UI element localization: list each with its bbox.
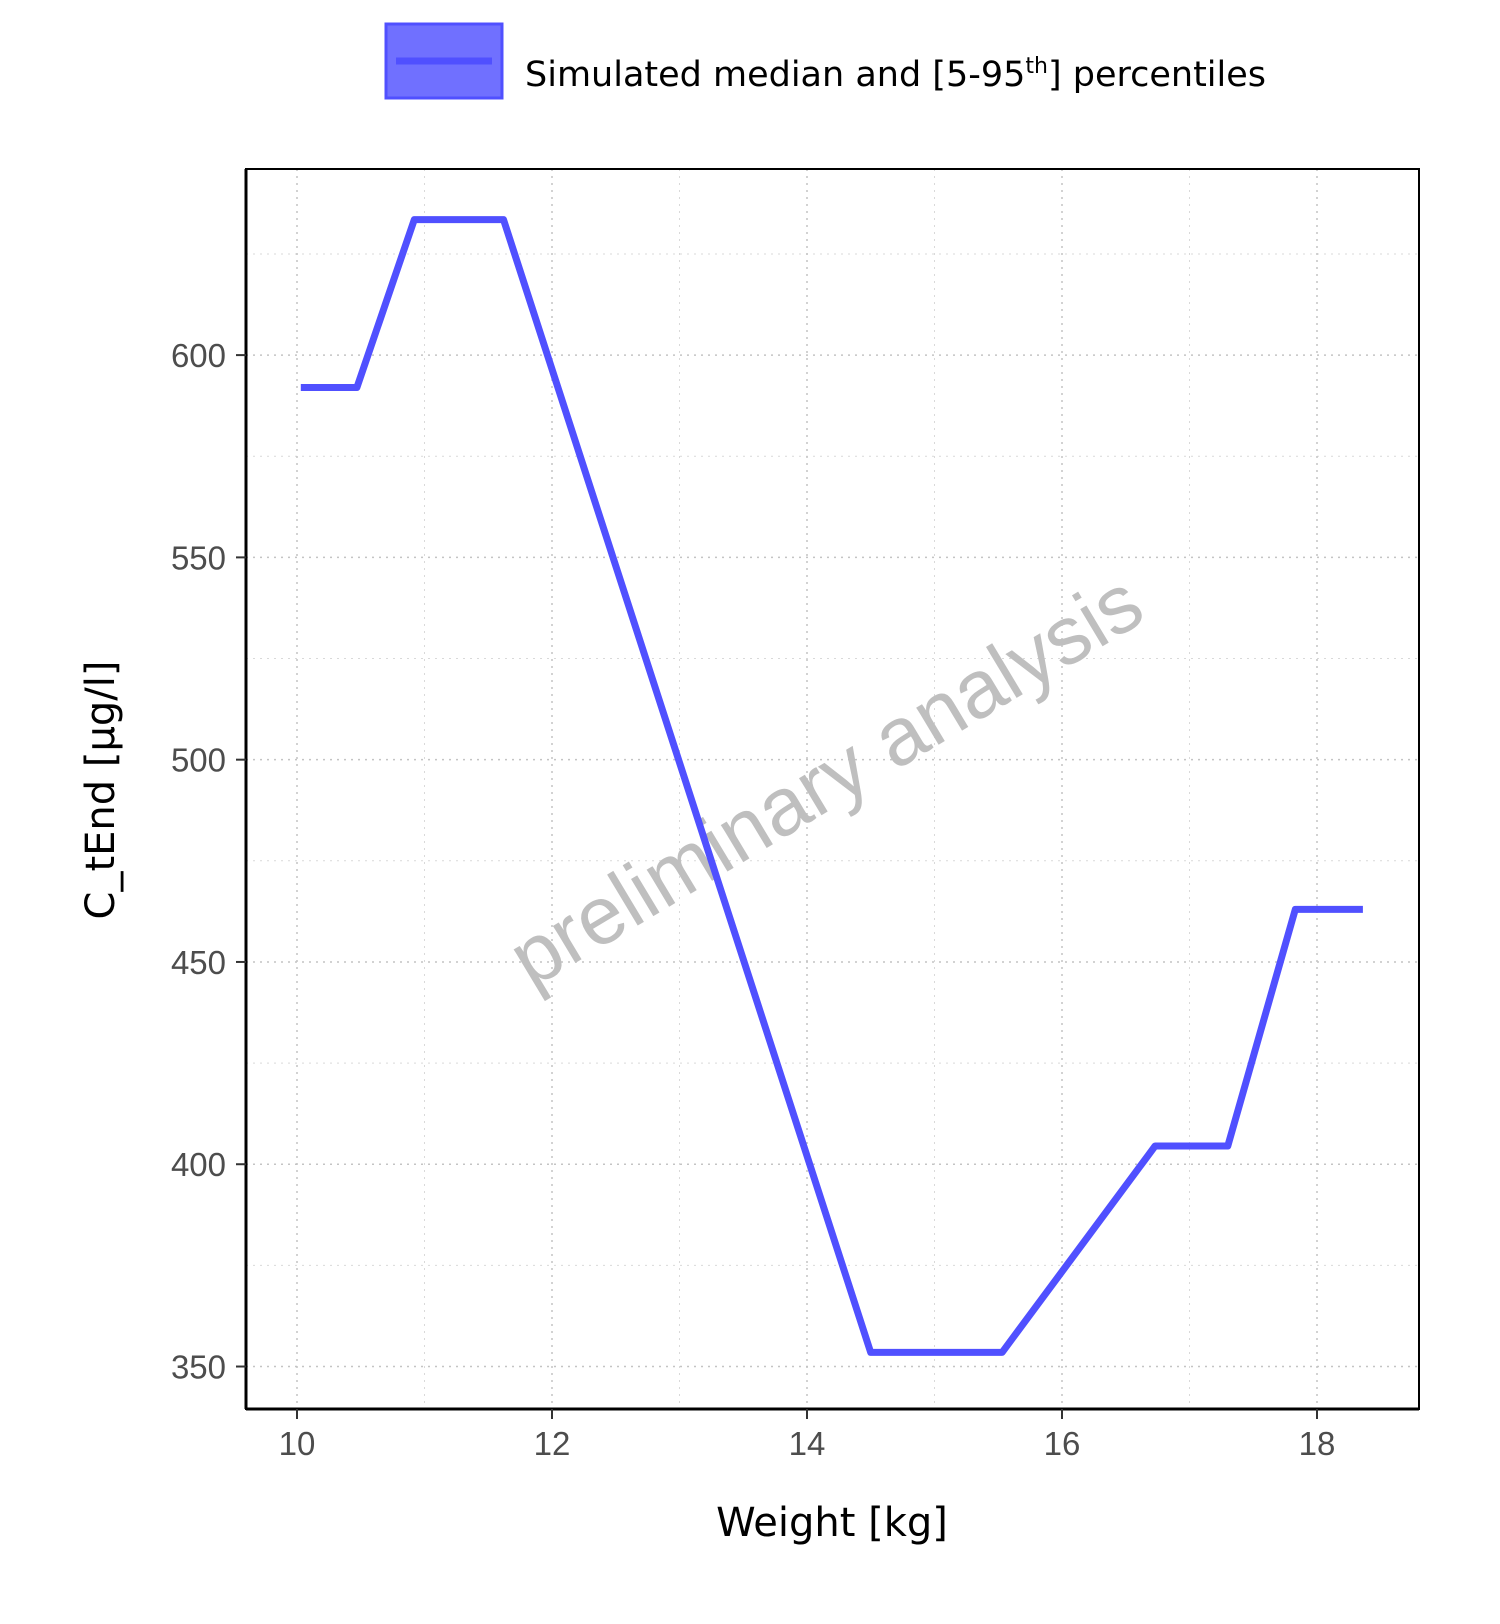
y-axis-title: C_tEnd [µg/l] bbox=[78, 661, 124, 920]
legend-label: Simulated median and [5-95th] percentile… bbox=[525, 54, 1266, 95]
series-line-median bbox=[300, 216, 1363, 1356]
y-tick-label: 400 bbox=[171, 1146, 226, 1183]
plot-panel bbox=[246, 169, 1419, 1409]
y-axis-ticks: 350 400 450 500 550 600 bbox=[171, 337, 246, 1386]
y-tick-label: 450 bbox=[171, 944, 226, 981]
y-tick-label: 550 bbox=[171, 539, 226, 576]
y-tick-label: 600 bbox=[171, 337, 226, 374]
x-tick-label: 12 bbox=[534, 1425, 571, 1462]
y-tick-label: 500 bbox=[171, 742, 226, 779]
legend: Simulated median and [5-95th] percentile… bbox=[384, 22, 1266, 100]
x-tick-label: 18 bbox=[1299, 1425, 1336, 1462]
x-axis-ticks: 10 12 14 16 18 bbox=[279, 1409, 1336, 1462]
x-tick-label: 16 bbox=[1044, 1425, 1081, 1462]
x-tick-label: 10 bbox=[279, 1425, 316, 1462]
y-tick-label: 350 bbox=[171, 1349, 226, 1386]
series-layer bbox=[300, 216, 1363, 1356]
x-tick-label: 14 bbox=[789, 1425, 826, 1462]
x-axis-title: Weight [kg] bbox=[716, 1500, 948, 1546]
